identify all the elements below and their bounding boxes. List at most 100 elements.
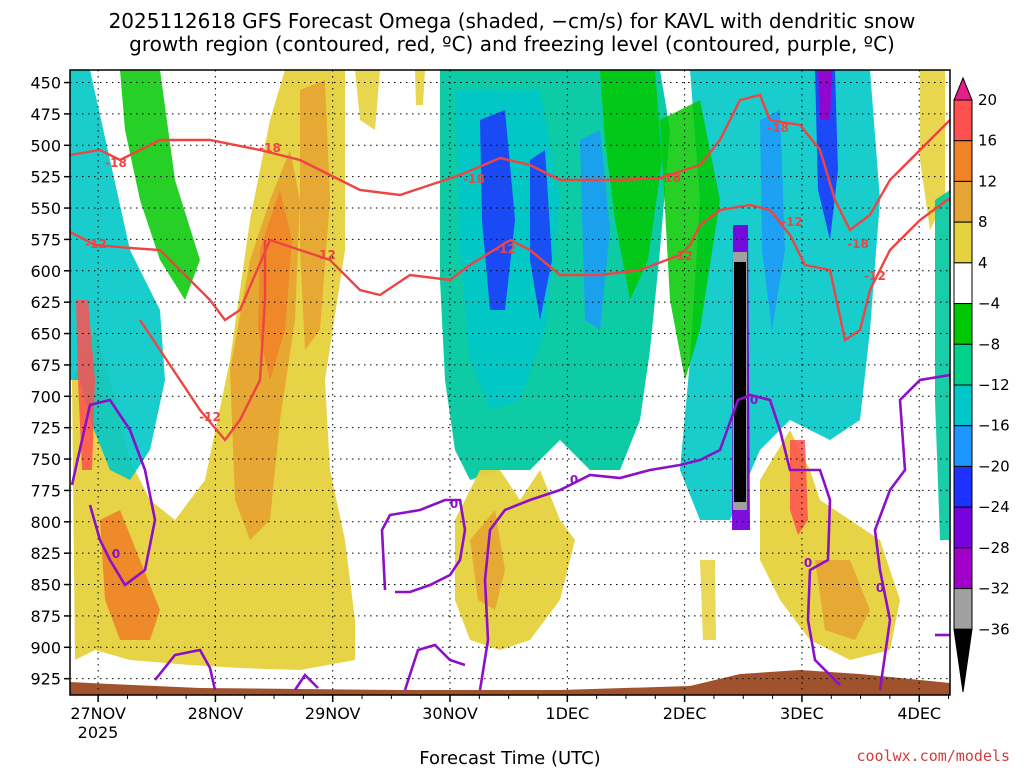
colorbar-label: −12 (978, 376, 1010, 394)
omega-sinking-right-2 (760, 110, 785, 330)
red-label-3: -18 (463, 172, 485, 186)
colorbar-label: 8 (978, 213, 988, 231)
colorbar-label: 16 (978, 132, 997, 150)
purple-label-2: 0 (450, 497, 458, 511)
colorbar-label: −8 (978, 335, 1000, 353)
y-tick-label: 475 (30, 105, 61, 124)
x-tick-label: 1DEC (545, 704, 589, 723)
colorbar-label: 12 (978, 172, 997, 190)
colorbar-label: 4 (978, 254, 988, 272)
colorbar: 20 16 12 8 4 −4 −8 −12 −16 −20 −24 −28 −32 −36 (953, 76, 1010, 693)
red-label-5: -18 (767, 121, 789, 135)
purple-label-6: 0 (876, 581, 884, 595)
red-label-8: -12 (314, 248, 336, 262)
colorbar-label: −36 (978, 620, 1010, 638)
y-tick-label: 725 (30, 419, 61, 438)
colorbar-swatch (953, 221, 973, 264)
y-tick-label: 500 (30, 136, 61, 155)
x-tick-label: 2DEC (663, 704, 707, 723)
red-label-11: -12 (781, 215, 803, 229)
colorbar-label: −16 (978, 417, 1010, 435)
y-tick-label: 875 (30, 607, 61, 626)
grid-lines (70, 70, 950, 695)
x-tick-label: 30NOV (422, 704, 478, 723)
red-label-12: -12 (864, 269, 886, 283)
colorbar-swatch (953, 262, 973, 305)
colorbar-swatch (953, 343, 973, 386)
colorbar-swatch (953, 180, 973, 223)
x-axis-year: 2025 (78, 723, 119, 742)
purple-contour-mid-b (403, 643, 466, 691)
purple-contour-left-b (153, 648, 217, 691)
x-tick-label: 3DEC (780, 704, 824, 723)
x-axis: 27NOV 28NOV 29NOV 30NOV 1DEC 2DEC 3DEC 4DEC (70, 695, 950, 723)
red-label-7: -12 (85, 237, 107, 251)
purple-contour-mid-c (478, 393, 841, 691)
y-tick-label: 550 (30, 199, 61, 218)
colorbar-swatch (953, 547, 973, 590)
colorbar-label: 20 (978, 91, 997, 109)
purple-contour-mid (380, 498, 467, 594)
omega-red-right (790, 440, 808, 535)
colorbar-bottom-arrow (953, 628, 973, 693)
red-contours (69, 93, 951, 442)
x-tick-label: 27NOV (70, 704, 126, 723)
purple-contours (70, 373, 951, 691)
red-label-13: -12 (199, 410, 221, 424)
colorbar-swatch (953, 384, 973, 427)
omega-extreme-black (734, 262, 746, 502)
omega-strong-rising-right (815, 560, 870, 640)
y-tick-label: 650 (30, 325, 61, 344)
y-tick-label: 600 (30, 262, 61, 281)
red-label-10: -12 (671, 249, 693, 263)
purple-label-5: 0 (804, 556, 812, 570)
plot-frame (69, 69, 951, 696)
omega-rising-sparse-1 (355, 70, 380, 130)
purple-contour-left (70, 398, 157, 587)
colorbar-swatch (953, 465, 973, 508)
omega-sinking-far-right (935, 190, 950, 540)
purple-label-1: 0 (112, 547, 120, 561)
omega-rising-sparse-3 (700, 560, 716, 640)
y-tick-label: 850 (30, 576, 61, 595)
colorbar-label: −32 (978, 580, 1010, 598)
chart-title-line1: 2025112618 GFS Forecast Omega (shaded, −… (109, 9, 916, 33)
omega-rising-left-red (76, 300, 95, 470)
red-label-4: -18 (659, 171, 681, 185)
omega-rising-far-right (920, 70, 945, 230)
terrain (70, 670, 950, 695)
y-tick-label: 575 (30, 230, 61, 249)
colorbar-swatch (953, 140, 973, 182)
y-tick-label: 800 (30, 513, 61, 532)
red-label-6: -18 (847, 237, 869, 251)
colorbar-swatch (953, 588, 973, 630)
x-tick-label: 28NOV (188, 704, 244, 723)
x-tick-label: 4DEC (897, 704, 941, 723)
y-tick-label: 625 (30, 293, 61, 312)
red-label-9: -12 (494, 242, 516, 256)
y-tick-label: 825 (30, 544, 61, 563)
red-label-1: -18 (105, 156, 127, 170)
purple-contour-right (873, 373, 951, 691)
omega-sinking-right-green (660, 100, 720, 380)
red-contour-minus12 (69, 197, 951, 342)
chart-title-line2: growth region (contoured, red, ºC) and f… (129, 32, 895, 56)
colorbar-label: −20 (978, 457, 1010, 475)
y-tick-label: 750 (30, 450, 61, 469)
omega-strong-sinking-mid-2 (530, 150, 552, 320)
x-axis-title: Forecast Time (UTC) (419, 748, 600, 768)
colorbar-top-arrow (953, 76, 973, 101)
omega-sinking-left-green (120, 70, 200, 300)
colorbar-swatch (953, 425, 973, 467)
y-tick-label: 700 (30, 387, 61, 406)
omega-purple-right (818, 70, 832, 120)
purple-contour-left-c (293, 672, 319, 691)
y-tick-label: 525 (30, 168, 61, 187)
red-label-2: -18 (259, 141, 281, 155)
omega-sinking-mid-green (600, 70, 662, 300)
y-tick-label: 450 (30, 74, 61, 93)
colorbar-label: −4 (978, 295, 1000, 313)
y-tick-label: 925 (30, 670, 61, 689)
contour-labels: -18 -18 -18 -18 -18 -18 -12 -12 -12 -12 … (85, 121, 886, 595)
purple-label-4: 0 (750, 393, 758, 407)
